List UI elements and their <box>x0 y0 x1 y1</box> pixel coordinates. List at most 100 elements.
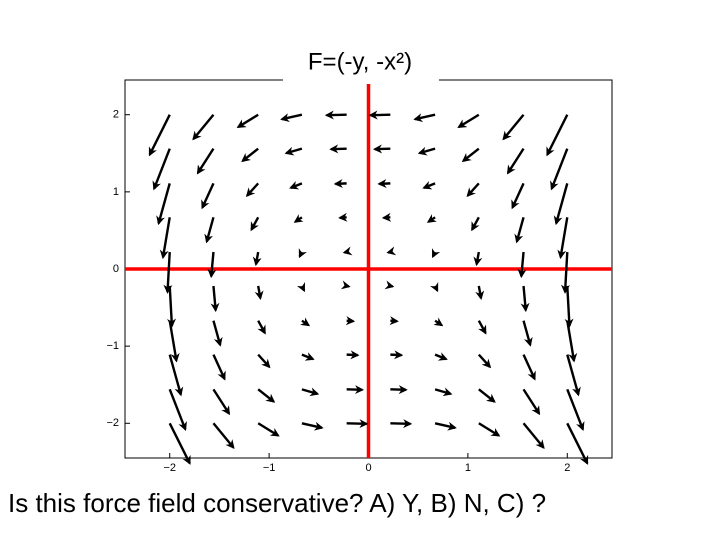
vector-arrow <box>342 246 353 256</box>
vector-arrow <box>301 387 320 397</box>
vector-arrow <box>430 282 439 293</box>
vector-arrow <box>168 422 191 465</box>
vector-arrow <box>434 421 457 431</box>
vector-arrow <box>338 212 348 222</box>
vector-arrow <box>471 216 480 232</box>
vector-arrow <box>457 113 480 129</box>
vector-arrow <box>163 251 173 294</box>
vector-arrow <box>293 214 304 223</box>
vector-arrow <box>520 285 530 313</box>
vector-arrow <box>433 317 444 327</box>
vector-arrow <box>557 217 569 260</box>
vector-arrow <box>207 251 217 279</box>
vector-arrow <box>301 352 315 361</box>
vector-arrow <box>340 280 351 290</box>
vector-arrow <box>257 388 276 403</box>
vector-arrow <box>461 147 480 163</box>
vector-arrow <box>386 246 397 256</box>
vector-arrow <box>522 422 545 449</box>
vector-arrow <box>245 182 260 198</box>
vector-arrow <box>329 144 347 154</box>
vector-arrow <box>257 353 271 369</box>
vector-arrow <box>201 182 215 210</box>
vector-arrow <box>236 113 259 129</box>
vector-arrow <box>372 144 391 154</box>
vector-arrow <box>368 110 391 120</box>
vector-arrow <box>522 354 536 381</box>
x-tick-label: 1 <box>465 462 471 474</box>
vector-arrow <box>289 180 303 190</box>
vector-arrow <box>546 114 569 157</box>
vector-arrow <box>434 387 453 397</box>
vector-arrow <box>389 316 399 326</box>
y-tick-label: 2 <box>113 109 119 121</box>
vector-arrow <box>212 354 226 381</box>
vector-arrow <box>300 317 311 327</box>
chart-title: F=(-y, -x²) <box>308 48 412 75</box>
vector-arrow <box>192 113 215 141</box>
vector-arrow <box>560 251 570 294</box>
vector-arrow <box>390 350 404 360</box>
y-tick-label: 1 <box>113 186 119 198</box>
vector-arrow <box>377 179 391 189</box>
vector-arrow <box>156 183 171 226</box>
vector-arrow <box>502 113 525 141</box>
vector-arrow <box>324 110 347 120</box>
vector-arrow <box>257 320 266 335</box>
vector-arrow <box>346 385 365 395</box>
x-tick-label: 0 <box>365 462 371 474</box>
vector-arrow <box>473 251 483 267</box>
x-tick-label: 2 <box>564 462 570 474</box>
x-tick-label: −2 <box>163 462 176 474</box>
vector-arrow <box>466 182 480 198</box>
vector-arrow <box>159 217 171 260</box>
vector-arrow <box>381 212 392 222</box>
vector-arrow <box>210 285 220 313</box>
vector-arrow <box>346 419 369 429</box>
vector-arrow <box>514 216 525 244</box>
vector-arrow <box>333 179 347 189</box>
vector-arrow <box>417 146 436 156</box>
vector-arrow <box>506 148 525 175</box>
vector-arrow <box>390 419 413 429</box>
vector-arrow <box>212 422 235 449</box>
question: Is this force field conservative? A) Y, … <box>8 488 546 518</box>
vector-arrow <box>522 388 541 416</box>
vector-arrow <box>212 320 223 347</box>
vector-arrow <box>522 320 533 347</box>
vector-arrow <box>434 352 448 361</box>
vector-arrow <box>426 214 437 223</box>
x-tick-label: −1 <box>263 462 276 474</box>
vector-arrow <box>298 248 307 259</box>
vector-arrow <box>254 285 264 301</box>
vector-arrow <box>257 422 280 437</box>
vector-arrow <box>422 180 436 190</box>
vector-arrow <box>413 113 436 123</box>
vector-arrow <box>384 280 395 290</box>
vector-arrow <box>478 422 501 437</box>
vector-arrow <box>550 148 569 191</box>
vector-arrow <box>250 216 260 232</box>
vector-arrow <box>478 388 496 403</box>
vector-arrow <box>431 248 441 259</box>
vector-arrow <box>475 285 485 301</box>
vector-arrow <box>511 182 525 210</box>
vector-arrow <box>241 147 259 163</box>
vector-arrow <box>296 282 306 293</box>
vector-arrow <box>204 216 215 244</box>
vector-arrow <box>477 320 487 335</box>
vector-arrow <box>390 385 408 395</box>
vector-arrow <box>252 251 262 267</box>
vector-arrow <box>477 353 492 369</box>
vector-arrow <box>517 251 527 279</box>
vector-arrow <box>148 114 171 157</box>
vector-arrow <box>345 316 356 326</box>
vector-arrow <box>168 388 187 432</box>
vector-arrow <box>566 422 589 465</box>
y-tick-label: −2 <box>106 417 119 429</box>
vector-arrow <box>301 421 324 431</box>
title-box <box>283 44 439 82</box>
vector-arrow <box>152 148 171 191</box>
